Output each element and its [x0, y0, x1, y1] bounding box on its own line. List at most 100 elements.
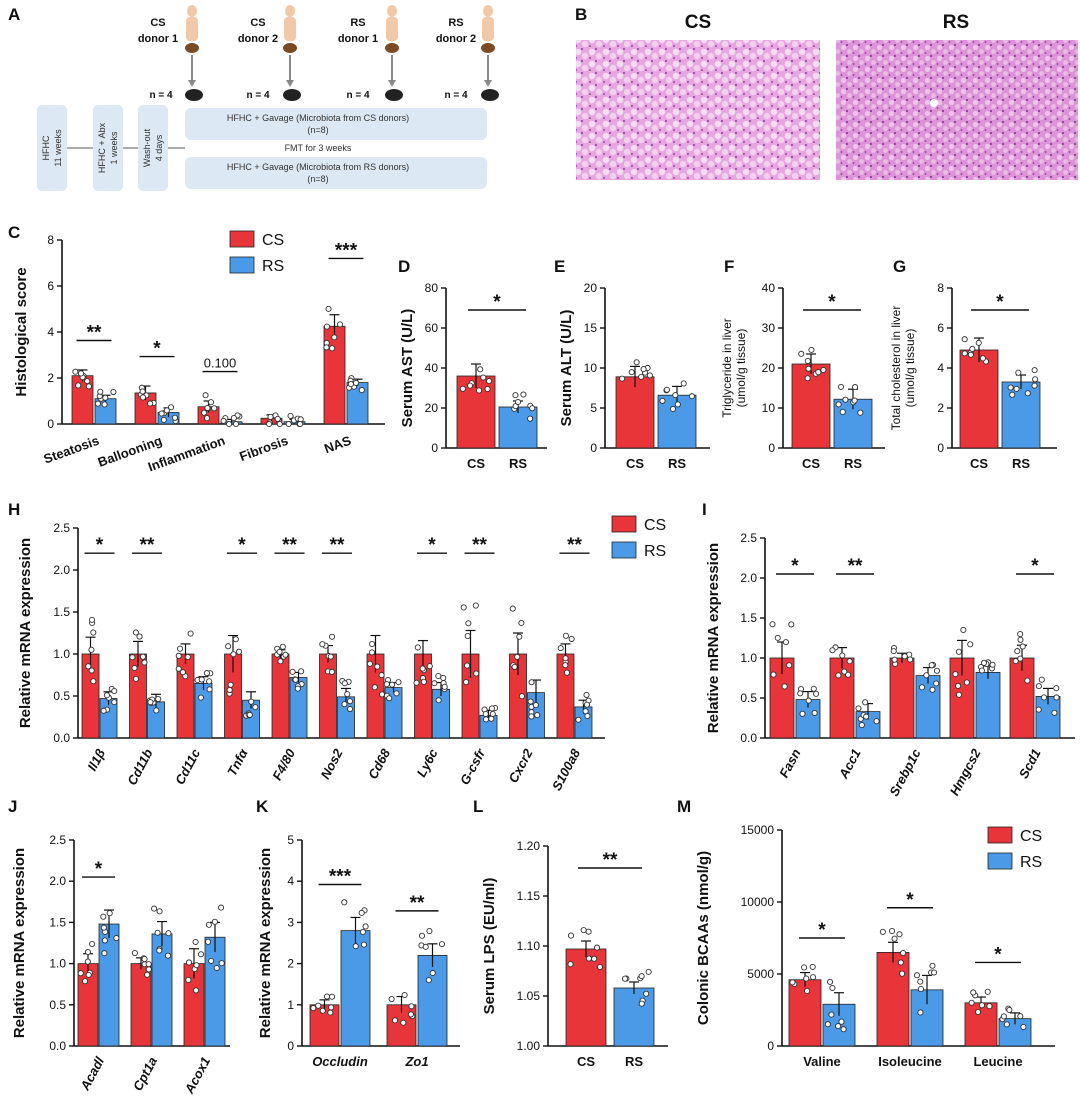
- chart-i-cs-point: [963, 679, 970, 686]
- chart-l-rs-point: [643, 990, 650, 997]
- chart-h-rs-point: [198, 676, 205, 683]
- chart-k-cs-point: [327, 1009, 334, 1016]
- chart-c-cs-point: [75, 382, 82, 389]
- chart-g-y-tick-label: 2: [937, 401, 944, 415]
- chart-i-cs-point: [774, 634, 781, 641]
- chart-m-rs-point: [1006, 1006, 1013, 1013]
- chart-h-inflammation-genes: 0.0 0.5 1.0 1.5 2.0 2.5 Relative mRNA expressi…: [17, 515, 666, 793]
- chart-d-y-tick-label: 40: [425, 361, 439, 375]
- chart-k-y-tick-label: 2: [287, 957, 294, 971]
- chart-j-oxidation-genes: 0.0 0.5 1.0 1.5 2.0 2.5 Relative mRNA expressi…: [11, 833, 230, 1097]
- chart-l-y-tick-label: 1.00: [517, 1039, 541, 1053]
- chart-i-rs-point: [797, 690, 804, 697]
- panel-letter-b: B: [575, 5, 587, 24]
- chart-e-x-label: RS: [668, 456, 686, 471]
- chart-i-rs-point: [805, 697, 812, 704]
- chart-m-rs-point: [917, 1009, 924, 1016]
- chart-k-cs-point: [408, 1003, 415, 1010]
- chart-j-rs-point: [101, 950, 108, 957]
- gavage-rs-line2: (n=8): [307, 174, 328, 184]
- chart-c-rs-point: [158, 410, 165, 417]
- chart-h-cs-point: [328, 668, 335, 675]
- chart-m-cs-point: [984, 988, 991, 995]
- stool-icon: [185, 43, 199, 53]
- chart-h-cs-point: [509, 605, 516, 612]
- chart-d-rs-point: [529, 405, 536, 412]
- chart-e-rs-point: [659, 397, 666, 404]
- arrow-head: [484, 80, 492, 87]
- chart-g-rs-point: [1007, 384, 1014, 391]
- chart-j-x-label: Cpt1a: [130, 1054, 160, 1093]
- chart-k-cs-point: [328, 1004, 335, 1011]
- chart-k-cs-point: [388, 995, 395, 1003]
- chart-h-rs-point: [435, 672, 442, 680]
- chart-i-rs-point: [1035, 706, 1042, 713]
- chart-e-rs-point: [688, 393, 695, 400]
- chart-h-rs-point: [153, 707, 160, 714]
- chart-c-ylabel: Histological score: [13, 267, 30, 396]
- chart-c-cs-point: [201, 409, 208, 416]
- chart-i-cs-point: [781, 683, 788, 690]
- chart-e-cs-point: [628, 369, 635, 376]
- chart-h-cs-point: [225, 643, 232, 650]
- chart-m-rs-point: [917, 978, 924, 985]
- chart-i-rs-point: [811, 709, 818, 717]
- chart-d-y-tick-label: 0: [431, 441, 438, 455]
- chart-g-ylabel-unit: (umol/g tissue): [903, 329, 917, 408]
- chart-g-rs-point: [1032, 376, 1039, 383]
- chart-m-cs-bar: [876, 952, 910, 1047]
- chart-c-legend-rs-label: RS: [262, 258, 284, 275]
- donor-cs-2-line1: CS: [250, 17, 265, 29]
- chart-c-cs-point: [204, 404, 211, 412]
- chart-h-cs-point: [329, 633, 336, 640]
- mouse-icon: [385, 89, 403, 101]
- chart-g-y-tick-label: 8: [937, 281, 944, 295]
- chart-d-ylabel: Serum AST (U/L): [399, 309, 416, 428]
- chart-k-0-sig-label: ***: [329, 866, 352, 887]
- chart-h-cs-point: [230, 651, 237, 658]
- chart-m-rs-point: [835, 1023, 842, 1030]
- chart-c-rs-point: [297, 420, 304, 428]
- chart-e-y-tick-label: 20: [584, 281, 598, 295]
- chart-d-cs-point: [484, 385, 491, 393]
- chart-i-rs-point: [1035, 683, 1042, 690]
- chart-h-rs-point: [111, 687, 118, 695]
- chart-k-rs-point: [358, 909, 365, 916]
- chart-h-y-tick-label: 0.5: [53, 689, 70, 703]
- chart-h-rs-point: [482, 710, 489, 718]
- chart-m-cs-point: [789, 979, 796, 986]
- chart-e-cs-point: [619, 375, 626, 382]
- chart-c-rs-point: [163, 407, 170, 414]
- chart-j-y-tick-label: 2.0: [49, 874, 66, 888]
- chart-h-cs-point: [463, 678, 470, 686]
- chart-k-rs-point: [360, 941, 367, 948]
- chart-h-rs-point: [583, 701, 590, 708]
- chart-h-rs-point: [252, 704, 259, 711]
- chart-i-cs-point: [1024, 677, 1031, 684]
- arrow-head: [286, 80, 294, 87]
- chart-h-rs-point: [298, 668, 305, 675]
- chart-h-cs-point: [175, 665, 182, 672]
- chart-c-cs-point: [274, 415, 281, 422]
- chart-h-10-sig-label: **: [567, 535, 582, 556]
- chart-g-y-tick-label: 6: [937, 321, 944, 335]
- chart-h-rs-point: [103, 692, 110, 699]
- chart-i-y-tick-label: 1.0: [740, 651, 757, 665]
- chart-h-3-sig-label: *: [238, 535, 246, 556]
- chart-l-x-label: CS: [577, 1054, 595, 1069]
- chart-j-rs-point: [208, 957, 215, 964]
- chart-h-rs-bar: [432, 688, 450, 739]
- chart-h-cs-point: [90, 629, 97, 636]
- chart-c-rs-point: [287, 412, 294, 419]
- chart-c-legend-rs-swatch: [229, 256, 255, 274]
- histology-cs-label: CS: [685, 12, 711, 33]
- chart-i-0-sig-label: *: [791, 556, 799, 577]
- chart-k-cs-point: [407, 1011, 415, 1018]
- chart-e-y-tick-label: 15: [584, 321, 598, 335]
- step-washout-box: [138, 105, 168, 191]
- chart-i-rs-point: [923, 672, 930, 679]
- chart-f-cs-bar: [791, 363, 831, 449]
- step-hfhc-line1: HFHC: [41, 135, 51, 160]
- chart-m-rs-point: [827, 978, 834, 985]
- chart-f-ylabel-unit: (umol/g tissue): [734, 329, 748, 408]
